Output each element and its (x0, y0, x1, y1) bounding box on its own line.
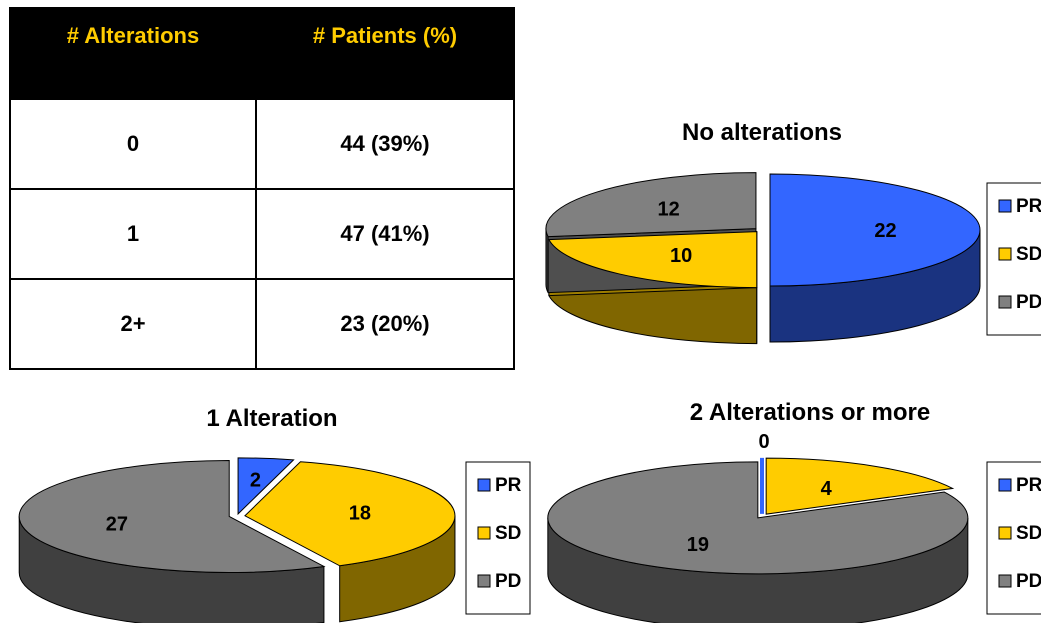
pie-slice-pr (237, 457, 295, 516)
table-cell-alterations: 1 (9, 188, 257, 280)
legend-swatch-pd (477, 574, 491, 588)
legend-swatch-pr (998, 478, 1012, 492)
pie-slice-sd (765, 457, 955, 515)
pie-slice-pd (18, 459, 326, 573)
legend-label-sd: SD (1016, 244, 1041, 265)
legend-swatch-pd (998, 574, 1012, 588)
slice-value-label-sd: 10 (670, 245, 692, 267)
legend-label-sd: SD (1016, 523, 1041, 544)
legend-label-pd: PD (1016, 292, 1041, 313)
chart-title: 1 Alteration (206, 405, 337, 432)
table-header-row: # Alterations # Patients (%) (9, 7, 515, 100)
chart-title: No alterations (682, 119, 842, 146)
table-row: 2+ 23 (20%) (9, 278, 515, 370)
slice-value-label-sd: 18 (349, 503, 371, 525)
slice-value-label-pd: 12 (658, 198, 680, 220)
legend-box (986, 461, 1041, 615)
table-cell-alterations: 0 (9, 98, 257, 190)
pie-slice-sd (548, 231, 758, 289)
legend-label-pr: PR (495, 475, 522, 496)
legend-swatch-pr (998, 199, 1012, 213)
slice-value-label-pr: 0 (758, 431, 769, 453)
legend-swatch-sd (998, 247, 1012, 261)
table-row: 1 47 (41%) (9, 188, 515, 280)
table-cell-patients: 23 (20%) (255, 278, 515, 370)
pie-slice-pd (545, 172, 757, 238)
legend-box (465, 461, 531, 615)
legend-label-pd: PD (495, 571, 521, 592)
legend-label-pd: PD (1016, 571, 1041, 592)
legend-swatch-sd (998, 526, 1012, 540)
pie-slice-pd (547, 461, 969, 575)
table-cell-alterations: 2+ (9, 278, 257, 370)
legend-swatch-pr (477, 478, 491, 492)
table-row: 0 44 (39%) (9, 98, 515, 190)
slice-value-label-pr: 2 (250, 469, 261, 491)
chart-title: 2 Alterations or more (690, 399, 931, 426)
column-header-alterations: # Alterations (9, 7, 257, 100)
legend-swatch-sd (477, 526, 491, 540)
pie-slice-pr (769, 173, 981, 287)
slice-value-label-pr: 22 (874, 220, 896, 242)
table-cell-patients: 44 (39%) (255, 98, 515, 190)
slice-value-label-pd: 27 (106, 514, 128, 536)
legend-swatch-pd (998, 295, 1012, 309)
legend-box (986, 182, 1041, 336)
slice-value-label-pd: 19 (687, 534, 709, 556)
pie-slice-sd (244, 461, 456, 567)
legend-label-pr: PR (1016, 196, 1041, 217)
column-header-patients: # Patients (%) (255, 7, 515, 100)
legend-label-pr: PR (1016, 475, 1041, 496)
legend-label-sd: SD (495, 523, 521, 544)
table-cell-patients: 47 (41%) (255, 188, 515, 280)
summary-table: # Alterations # Patients (%) 0 44 (39%) … (9, 7, 515, 370)
slice-value-label-sd: 4 (821, 478, 833, 500)
